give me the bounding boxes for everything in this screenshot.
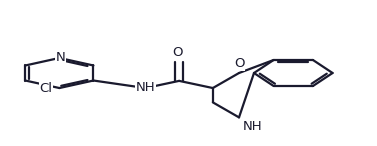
Text: O: O	[172, 46, 182, 59]
Text: Cl: Cl	[40, 81, 53, 95]
Text: N: N	[56, 51, 65, 64]
Text: O: O	[234, 57, 244, 70]
Text: NH: NH	[243, 120, 262, 133]
Text: NH: NH	[136, 81, 155, 94]
